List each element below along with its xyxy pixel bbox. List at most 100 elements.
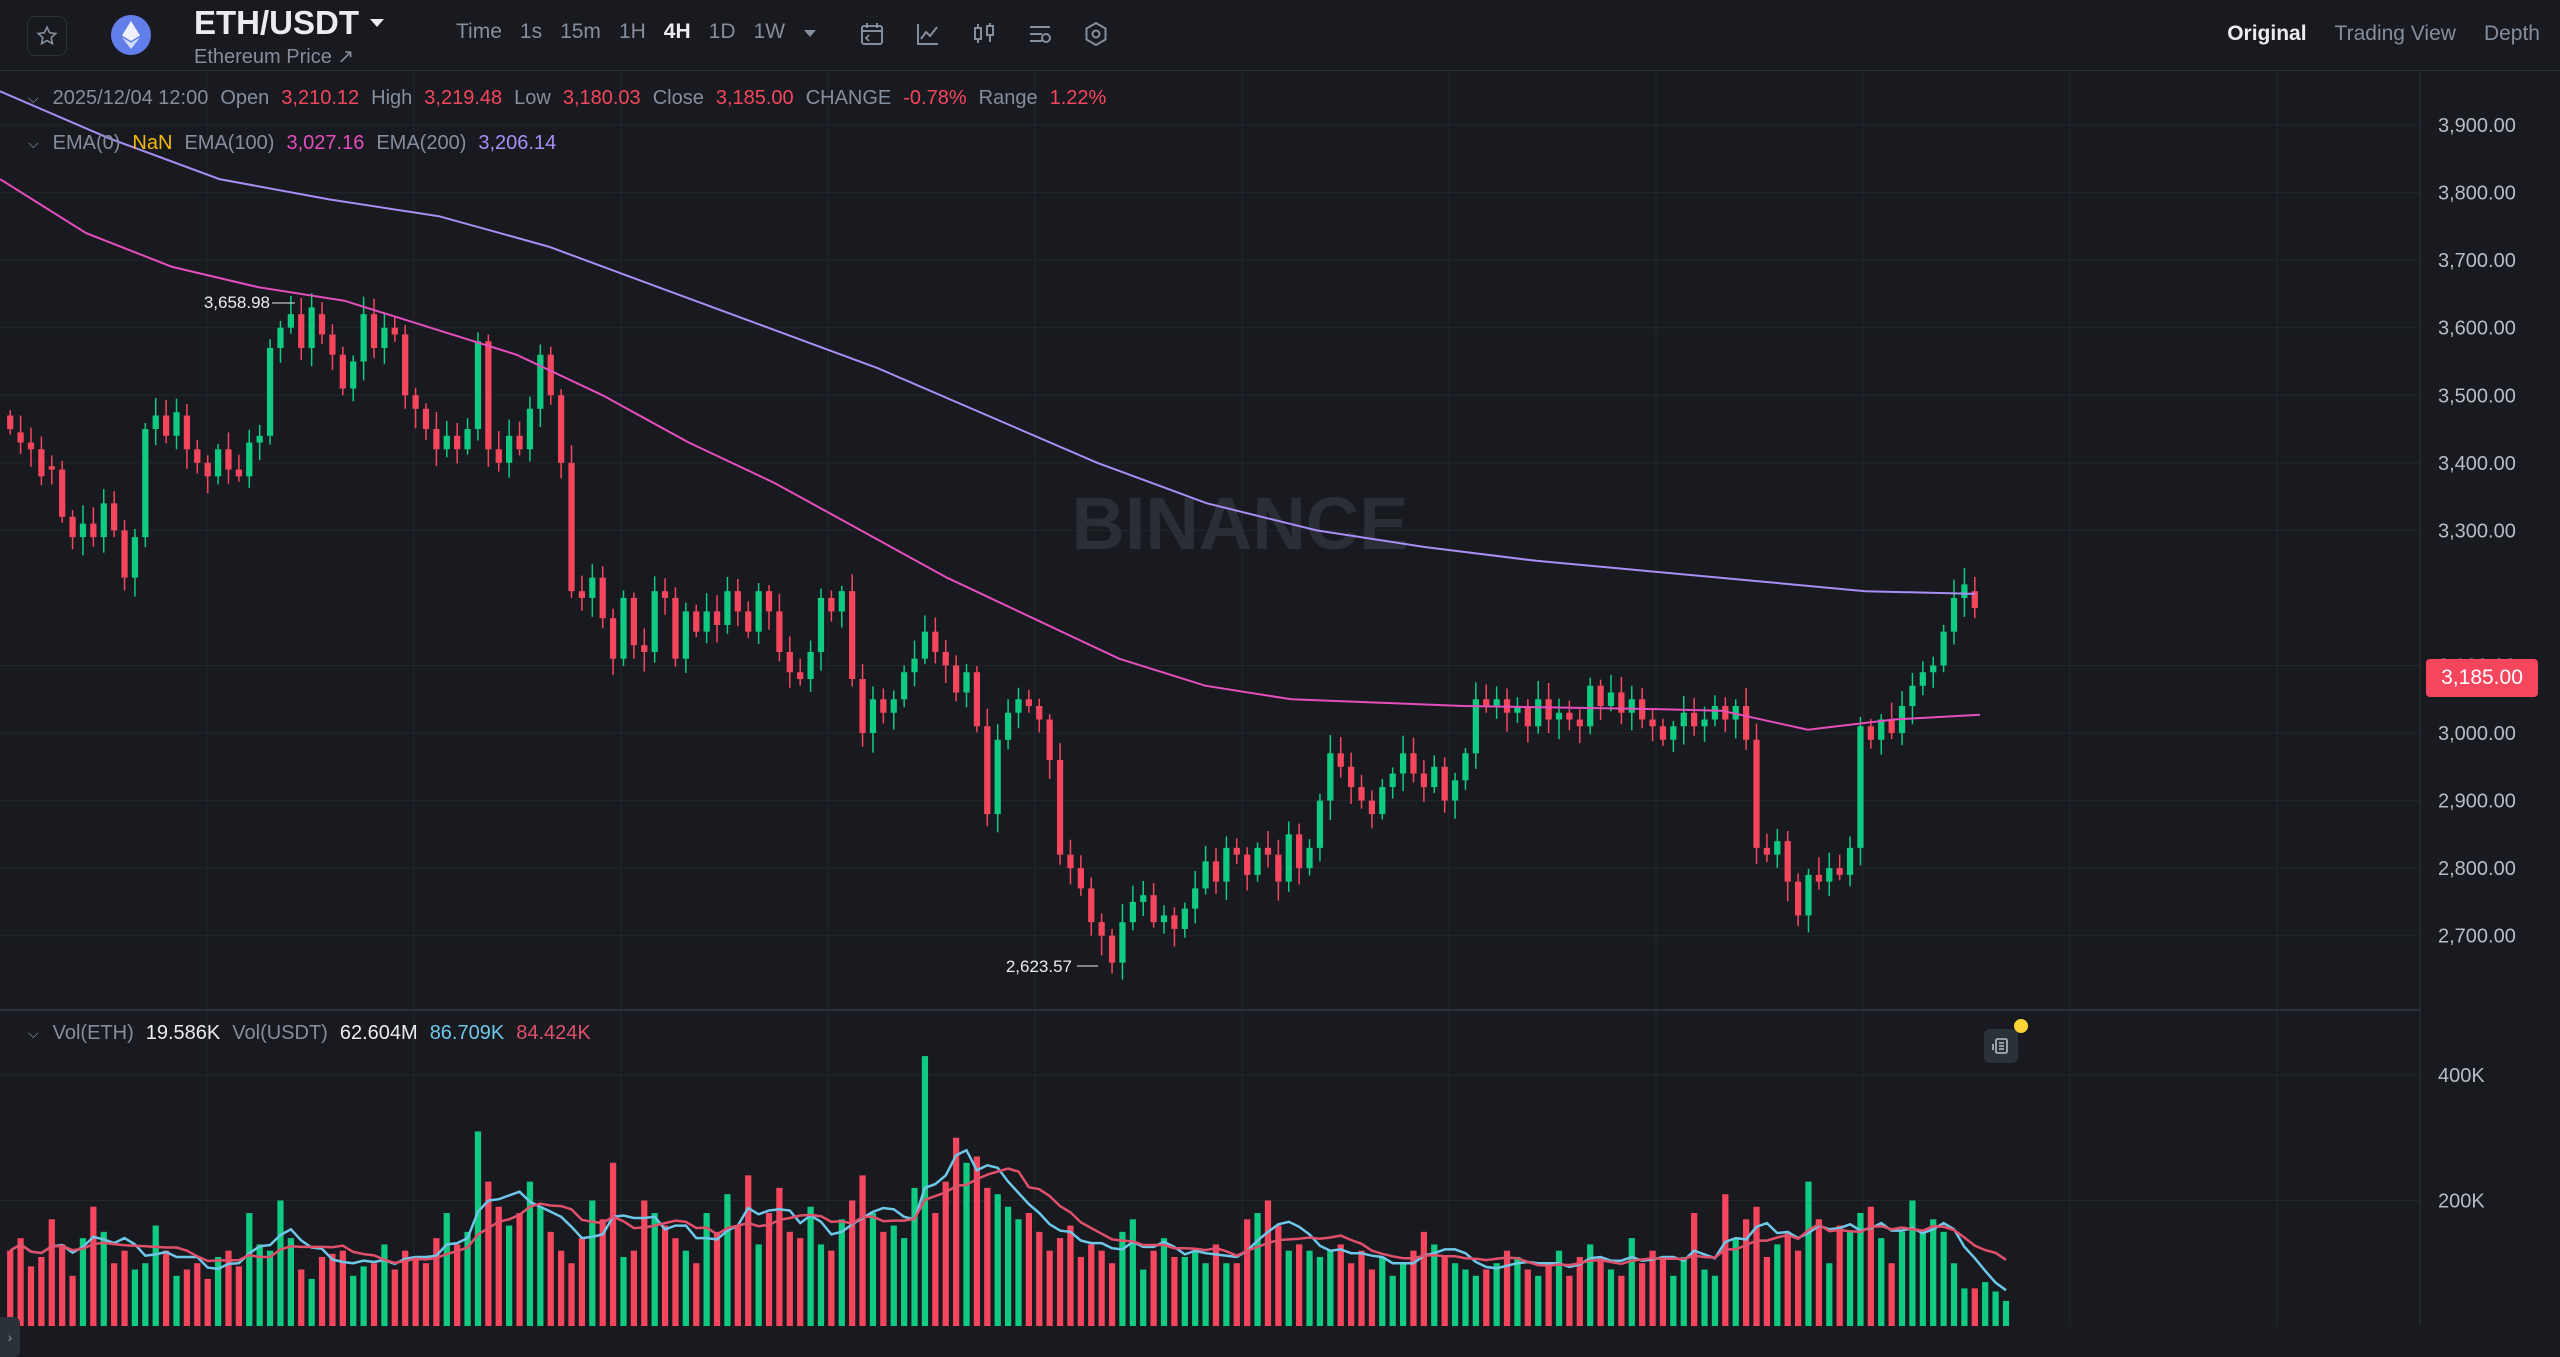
sliders-icon	[1030, 26, 1051, 43]
pair-title: ETH/USDT	[194, 4, 359, 41]
volume-bar	[235, 1266, 242, 1326]
volume-bar	[454, 1244, 461, 1326]
collapse-ohlc-icon[interactable]: ⌵	[28, 90, 39, 106]
favorite-button[interactable]	[27, 16, 67, 56]
price-tick-label: 3,000.00	[2438, 723, 2516, 745]
close-value: 3,185.00	[715, 87, 794, 109]
candle-body	[1732, 706, 1739, 720]
candle-body	[526, 408, 534, 450]
candle-body	[256, 435, 263, 443]
volume-bar	[100, 1231, 107, 1326]
candle-body	[734, 591, 741, 612]
date-range-button[interactable]	[858, 20, 886, 48]
chart-grid	[0, 71, 2420, 1326]
candle-body	[641, 645, 648, 652]
volume-bar	[1535, 1275, 1542, 1326]
volume-bar	[1046, 1250, 1053, 1326]
chart-area[interactable]: BINANCE 3,900.00 3,800.00 3,700.00 3,600.00…	[0, 71, 2560, 1357]
volume-bar	[381, 1244, 388, 1326]
candle-body	[1264, 847, 1272, 855]
ema100-label: EMA(100)	[184, 132, 275, 154]
ema200-value: 3,206.14	[478, 132, 557, 154]
volume-bar	[1108, 1263, 1116, 1326]
pair-subtitle-link[interactable]: Ethereum Price ↗	[194, 46, 355, 68]
volume-bar	[558, 1250, 565, 1326]
volume-bar	[547, 1231, 554, 1326]
range-value: 1.22%	[1049, 87, 1107, 109]
candle-body	[1379, 787, 1386, 815]
interval-1s[interactable]: 1s	[519, 20, 543, 43]
candle-body	[1192, 888, 1199, 909]
volume-bar	[1036, 1231, 1043, 1326]
interval-4h[interactable]: 4H	[663, 20, 691, 43]
interval-more-dropdown[interactable]	[803, 20, 817, 44]
candle-body	[797, 672, 804, 679]
candle-body	[152, 415, 159, 430]
volume-bar	[1784, 1231, 1791, 1326]
candle-body	[59, 469, 66, 517]
candle-body	[1971, 591, 1978, 609]
ema200-line	[0, 90, 1976, 595]
candle-body	[1618, 692, 1625, 713]
more-settings-button[interactable]	[1082, 20, 1110, 48]
tab-depth[interactable]: Depth	[2483, 22, 2540, 45]
price-tick-label: 3,400.00	[2438, 453, 2516, 475]
candle-body	[1171, 915, 1178, 929]
volume-bar	[1774, 1244, 1781, 1326]
volume-bar	[973, 1156, 981, 1326]
interval-1d[interactable]: 1D	[708, 20, 736, 43]
ema200-label: EMA(200)	[376, 132, 467, 154]
volume-bar	[869, 1213, 877, 1326]
candle-body	[1836, 868, 1843, 875]
volume-bar	[1555, 1250, 1563, 1326]
candle-body	[1784, 841, 1791, 882]
volume-bar	[131, 1269, 139, 1326]
volume-bar	[204, 1278, 211, 1326]
candle-body	[204, 462, 211, 477]
volume-bar	[1940, 1231, 1947, 1326]
candle-body	[69, 516, 76, 538]
candle-body	[755, 591, 762, 632]
indicators-button[interactable]	[914, 20, 942, 48]
tab-original[interactable]: Original	[2227, 22, 2307, 45]
volume-bar	[1743, 1219, 1750, 1326]
volume-bar	[713, 1231, 721, 1326]
candle-body	[1597, 685, 1604, 707]
chart-type-button[interactable]	[970, 20, 998, 48]
low-marker-label: 2,623.57	[1006, 957, 1072, 976]
high-marker-label: 3,658.98	[204, 293, 270, 312]
volume-bar	[1223, 1263, 1230, 1326]
candle-body	[1701, 719, 1708, 727]
candle-body	[849, 591, 856, 679]
candle-body	[1815, 874, 1822, 882]
collapse-volume-icon[interactable]: ⌵	[28, 1025, 39, 1041]
candle-body	[506, 435, 513, 463]
candle-body	[402, 334, 409, 396]
volume-bar	[1285, 1250, 1292, 1326]
volume-bar	[1576, 1256, 1583, 1326]
pair-selector[interactable]: ETH/USDT	[194, 4, 385, 42]
interval-1w[interactable]: 1W	[753, 20, 786, 43]
volume-bar	[1399, 1263, 1407, 1326]
candle-body	[1046, 719, 1053, 761]
volume-bar	[1909, 1200, 1916, 1326]
collapse-ema-icon[interactable]: ⌵	[28, 135, 39, 151]
candle-body	[1223, 847, 1230, 882]
volume-bar	[1098, 1250, 1105, 1326]
interval-15m[interactable]: 15m	[560, 20, 601, 43]
candle-body	[661, 591, 669, 598]
chart-settings-button[interactable]	[1026, 20, 1054, 48]
tab-trading-view[interactable]: Trading View	[2334, 22, 2456, 45]
volume-bar	[1181, 1256, 1188, 1326]
candle-body	[589, 577, 596, 598]
candle-body	[163, 415, 170, 436]
candlestick-chart[interactable]: BINANCE 3,900.00 3,800.00 3,700.00 3,600.00…	[0, 71, 2560, 1326]
candle-body	[412, 395, 419, 409]
interval-time[interactable]: Time	[456, 20, 502, 43]
interval-1h[interactable]: 1H	[618, 20, 646, 43]
price-tick-label: 3,300.00	[2438, 520, 2516, 542]
sidebar-expand-handle[interactable]: ›	[0, 1317, 20, 1357]
notes-button[interactable]	[1984, 1029, 2018, 1063]
high-label: High	[371, 87, 413, 109]
candle-body	[942, 651, 949, 666]
